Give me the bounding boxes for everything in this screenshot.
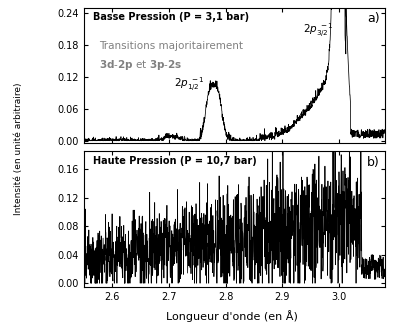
Text: $\mathbf{3d}$-$\mathbf{2p}$ et $\mathbf{3p}$-$\mathbf{2s}$: $\mathbf{3d}$-$\mathbf{2p}$ et $\mathbf{… [99,58,182,72]
Text: Haute Pression (P = 10,7 bar): Haute Pression (P = 10,7 bar) [93,156,256,166]
Text: $2p_{3/2}^{\ -1}$: $2p_{3/2}^{\ -1}$ [303,22,334,40]
Text: Basse Pression (P = 3,1 bar): Basse Pression (P = 3,1 bar) [93,12,249,22]
Text: Longueur d'onde (en Å): Longueur d'onde (en Å) [166,310,298,322]
Text: Transitions majoritairement: Transitions majoritairement [99,40,246,51]
Text: b): b) [367,156,380,168]
Text: $2p_{1/2}^{\ -1}$: $2p_{1/2}^{\ -1}$ [174,76,205,94]
Text: a): a) [367,12,380,25]
Text: Intensité (en unité arbitraire): Intensité (en unité arbitraire) [14,83,23,215]
